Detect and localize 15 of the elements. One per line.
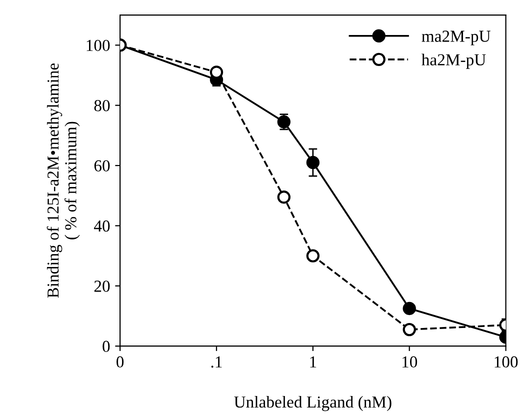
y-tick-label: 80	[94, 100, 110, 112]
x-tick-label: 100	[494, 356, 518, 368]
legend-label: ha2M-pU	[422, 54, 486, 69]
x-tick-label: 0	[116, 356, 124, 368]
x-axis-title: Unlabeled Ligand (nM)	[234, 396, 392, 412]
x-tick-label: 10	[402, 356, 418, 368]
legend-label: ma2M-pU	[422, 30, 490, 46]
y-tick-label: 20	[94, 280, 110, 292]
y-tick-label: 0	[102, 340, 110, 352]
y-tick-label: 60	[94, 160, 110, 172]
y-tick-label: 40	[94, 220, 110, 232]
y-axis-title: Binding of 125I-a2M•methylamine ( % of maximum)	[46, 63, 80, 298]
x-tick-label: 1	[310, 356, 316, 368]
y-tick-label: 100	[86, 40, 110, 52]
x-tick-label: .1	[211, 356, 222, 368]
